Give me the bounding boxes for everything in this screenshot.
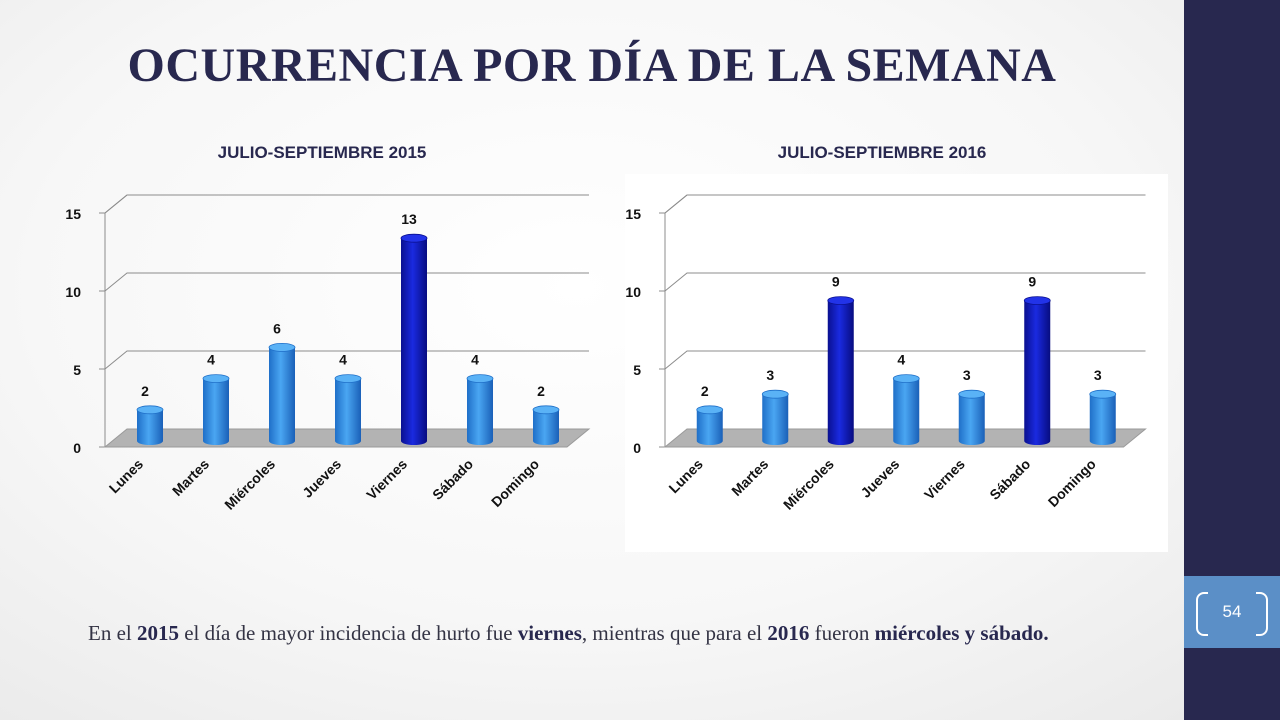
bar-jueves	[893, 378, 920, 445]
y-tick-label: 10	[625, 284, 641, 300]
data-label: 6	[273, 320, 281, 336]
gridline	[104, 350, 589, 370]
caption-day-2015: viernes	[517, 621, 582, 645]
bar-jueves	[335, 378, 361, 445]
bar-top	[532, 405, 560, 415]
data-label: 3	[963, 367, 971, 383]
y-tick-label: 0	[633, 440, 641, 456]
data-label: 2	[701, 383, 709, 399]
bar-domingo	[533, 409, 559, 445]
data-label: 4	[207, 352, 215, 368]
gridline	[104, 194, 589, 214]
bar-viernes	[401, 238, 427, 445]
caption-year-2015: 2015	[136, 621, 179, 645]
bar-sábado	[467, 378, 493, 445]
y-tick-label: 0	[73, 440, 81, 456]
bar-top	[892, 374, 920, 384]
bar-top	[761, 389, 789, 399]
data-label: 3	[1094, 367, 1102, 383]
gridline	[104, 272, 589, 292]
right-bracket-shape	[1256, 592, 1268, 636]
x-tick-label: Domingo	[1045, 456, 1099, 510]
bar-top	[202, 374, 230, 384]
chart-2016-background	[625, 174, 1168, 552]
x-tick-label: Jueves	[857, 456, 902, 501]
x-tick-label: Lunes	[665, 456, 706, 497]
bar-top	[466, 374, 494, 384]
data-label: 13	[401, 211, 417, 227]
caption-year-2016: 2016	[767, 621, 810, 645]
bar-top	[1023, 296, 1051, 306]
page-number-badge: 54	[1184, 576, 1280, 648]
bar-top	[827, 296, 855, 306]
bar-top	[958, 389, 986, 399]
chart-title: JULIO-SEPTIEMBRE 2015	[218, 143, 427, 162]
chart-2016: JULIO-SEPTIEMBRE 2016 0 5 10 15 2 Lunes 3 Martes…	[625, 143, 1147, 513]
gridline	[664, 272, 1146, 292]
chart-title: JULIO-SEPTIEMBRE 2016	[778, 143, 987, 162]
data-label: 2	[141, 383, 149, 399]
y-tick-label: 5	[633, 362, 641, 378]
data-label: 9	[1028, 274, 1036, 290]
chart-2015: JULIO-SEPTIEMBRE 20150510152Lunes4Martes…	[65, 143, 591, 513]
bar-top	[400, 233, 428, 243]
gridline	[664, 350, 1146, 370]
y-tick-label: 5	[73, 362, 81, 378]
caption-part: En el	[88, 621, 137, 645]
data-label: 9	[832, 274, 840, 290]
caption-part: fueron	[809, 621, 875, 645]
data-label: 2	[537, 383, 545, 399]
x-tick-label: Miércoles	[780, 456, 837, 513]
bar-lunes	[137, 409, 163, 445]
bar-lunes	[696, 409, 723, 445]
bar-viernes	[958, 394, 985, 445]
bar-top	[136, 405, 164, 415]
bar-top	[334, 374, 362, 384]
bar-miércoles	[827, 300, 854, 445]
bar-martes	[762, 394, 789, 445]
bar-top	[268, 342, 296, 352]
y-tick-label: 15	[625, 206, 641, 222]
bar-miércoles	[269, 347, 295, 445]
y-tick-label: 10	[65, 284, 81, 300]
left-bracket-shape	[1196, 592, 1208, 636]
x-tick-label: Sábado	[986, 456, 1033, 503]
data-label: 4	[339, 352, 347, 368]
bar-sábado	[1024, 300, 1051, 445]
caption-text: En el 2015 el día de mayor incidencia de…	[88, 619, 1120, 647]
caption-part: el día de mayor incidencia de hurto fue	[178, 621, 518, 645]
y-tick-label: 15	[65, 206, 81, 222]
x-tick-label: Viernes	[921, 456, 968, 503]
slide-title: OCURRENCIA POR DÍA DE LA SEMANA	[127, 39, 1057, 92]
bar-top	[696, 405, 724, 415]
data-label: 4	[471, 352, 479, 368]
caption-part: , mientras que para el	[581, 621, 768, 645]
gridline	[664, 194, 1146, 214]
caption-days-2016: miércoles y sábado.	[874, 621, 1049, 645]
bar-top	[1089, 389, 1117, 399]
data-label: 4	[897, 352, 905, 368]
x-tick-label: Martes	[728, 456, 771, 499]
bar-martes	[203, 378, 229, 445]
bar-domingo	[1089, 394, 1116, 445]
page-number: 54	[1222, 602, 1242, 621]
data-label: 3	[766, 367, 774, 383]
